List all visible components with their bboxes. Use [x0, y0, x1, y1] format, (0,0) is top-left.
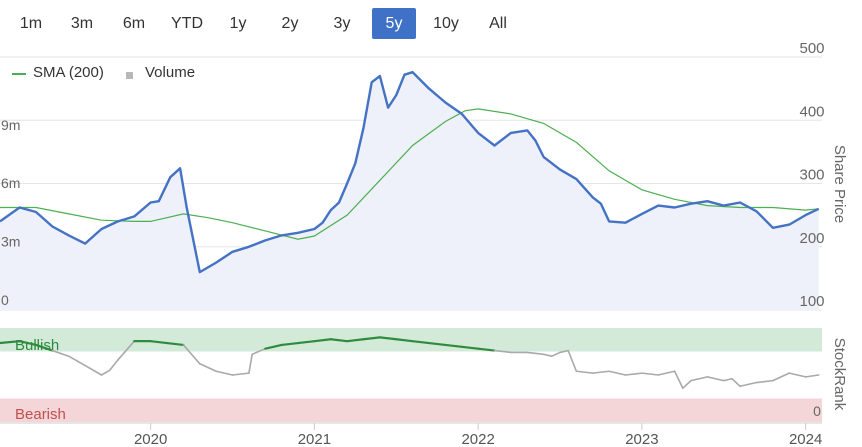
stockrank-segment	[149, 340, 169, 345]
bearish-band	[0, 398, 822, 422]
stockrank-segment	[117, 340, 136, 361]
bullish-band	[0, 328, 822, 352]
stockrank-segment	[526, 351, 545, 356]
bearish-label: Bearish	[15, 406, 66, 423]
x-tick-label: 2021	[298, 431, 331, 447]
stockrank-segment	[329, 338, 349, 343]
volume-tick-label: 6m	[1, 175, 20, 191]
stockrank-segment	[608, 370, 627, 376]
price-tick-label: 100	[799, 293, 824, 310]
stockrank-segment	[804, 374, 820, 378]
stockrank-segment	[477, 347, 496, 352]
stockrank-segment	[346, 338, 365, 343]
stockrank-segment	[395, 338, 414, 343]
x-tick-label: 2022	[461, 431, 494, 447]
stockrank-segment	[198, 362, 217, 373]
x-tick-label: 2020	[134, 431, 167, 447]
stockrank-tick-0: 0	[813, 403, 821, 419]
stockrank-segment	[772, 372, 791, 382]
stockrank-segment	[559, 349, 569, 354]
stockrank-segment	[264, 343, 283, 350]
sma-legend-label[interactable]: SMA (200)	[33, 64, 104, 81]
stockrank-segment	[493, 349, 512, 354]
range-button-6m[interactable]: 6m	[122, 15, 146, 32]
volume-tick-label: 9m	[1, 117, 20, 133]
stockrank-segment	[542, 353, 553, 358]
stockrank-segment	[280, 341, 300, 347]
stockrank-segment	[673, 370, 684, 389]
range-button-2y[interactable]: 2y	[281, 15, 299, 32]
stockrank-segment	[682, 379, 692, 389]
stockrank-segment	[755, 379, 774, 384]
price-tick-label: 400	[799, 103, 824, 120]
sma-line	[0, 108, 819, 240]
stockrank-segment	[34, 343, 54, 352]
stockrank-segment	[362, 336, 381, 341]
stockrank-segment	[108, 359, 119, 372]
stockrank-segment	[460, 345, 480, 350]
stockrank-segment	[248, 353, 253, 374]
price-axis-title: Share Price	[831, 145, 848, 223]
stockrank-segment	[706, 376, 725, 382]
stockrank-segment	[551, 351, 561, 358]
x-tick-label: 2024	[789, 431, 822, 447]
stockrank-segment	[251, 347, 267, 356]
stockrank-segment	[0, 340, 21, 345]
stockrank-segment	[591, 370, 610, 374]
sma-legend-swatch	[12, 73, 26, 75]
stockrank-segment	[231, 372, 250, 376]
range-button-3m[interactable]: 3m	[70, 15, 94, 32]
volume-tick-label: 0	[1, 292, 9, 308]
stockrank-segment	[313, 338, 332, 343]
price-line	[0, 71, 820, 274]
stockrank-segment	[51, 349, 70, 358]
stockrank-segment	[215, 370, 234, 376]
stockrank-segment	[641, 372, 660, 376]
stockrank-segment	[182, 344, 201, 365]
stockrank-segment	[427, 341, 447, 347]
price-tick-label: 300	[799, 167, 824, 184]
stockrank-segment	[739, 381, 758, 388]
price-tick-label: 500	[799, 40, 824, 57]
range-button-1y[interactable]: 1y	[229, 15, 247, 32]
stockrank-segment	[165, 341, 185, 347]
range-button-ytd[interactable]: YTD	[171, 15, 203, 32]
stockrank-segment	[731, 377, 741, 388]
stockrank-segment	[67, 355, 86, 367]
stockrank-segment	[84, 364, 103, 376]
price-area-fill	[0, 72, 819, 310]
price-tick-label: 200	[799, 230, 824, 247]
stockrank-segment	[444, 343, 463, 348]
stockrank-segment	[411, 340, 431, 345]
stockrank-segment	[788, 372, 807, 378]
stockrank-segment	[567, 349, 578, 373]
range-button-10y[interactable]: 10y	[433, 15, 459, 32]
stockrank-segment	[657, 370, 676, 376]
volume-tick-label: 3m	[1, 234, 20, 250]
range-button-1m[interactable]: 1m	[19, 15, 43, 32]
stockrank-segment	[378, 336, 398, 341]
x-tick-label: 2023	[625, 431, 658, 447]
stockrank-segment	[575, 370, 594, 374]
range-button-3y[interactable]: 3y	[333, 15, 351, 32]
stockrank-segment	[18, 340, 38, 347]
range-button-5y[interactable]: 5y	[372, 8, 416, 39]
volume-legend-swatch	[126, 72, 133, 79]
stockrank-segment	[722, 377, 733, 382]
stockrank-segment	[624, 372, 643, 376]
stockrank-axis-title: StockRank	[831, 338, 848, 411]
stockrank-segment	[100, 369, 111, 376]
volume-legend-label[interactable]: Volume	[145, 64, 196, 81]
stockrank-segment	[296, 340, 316, 345]
range-button-all[interactable]: All	[489, 15, 507, 32]
stockrank-segment	[690, 376, 709, 382]
